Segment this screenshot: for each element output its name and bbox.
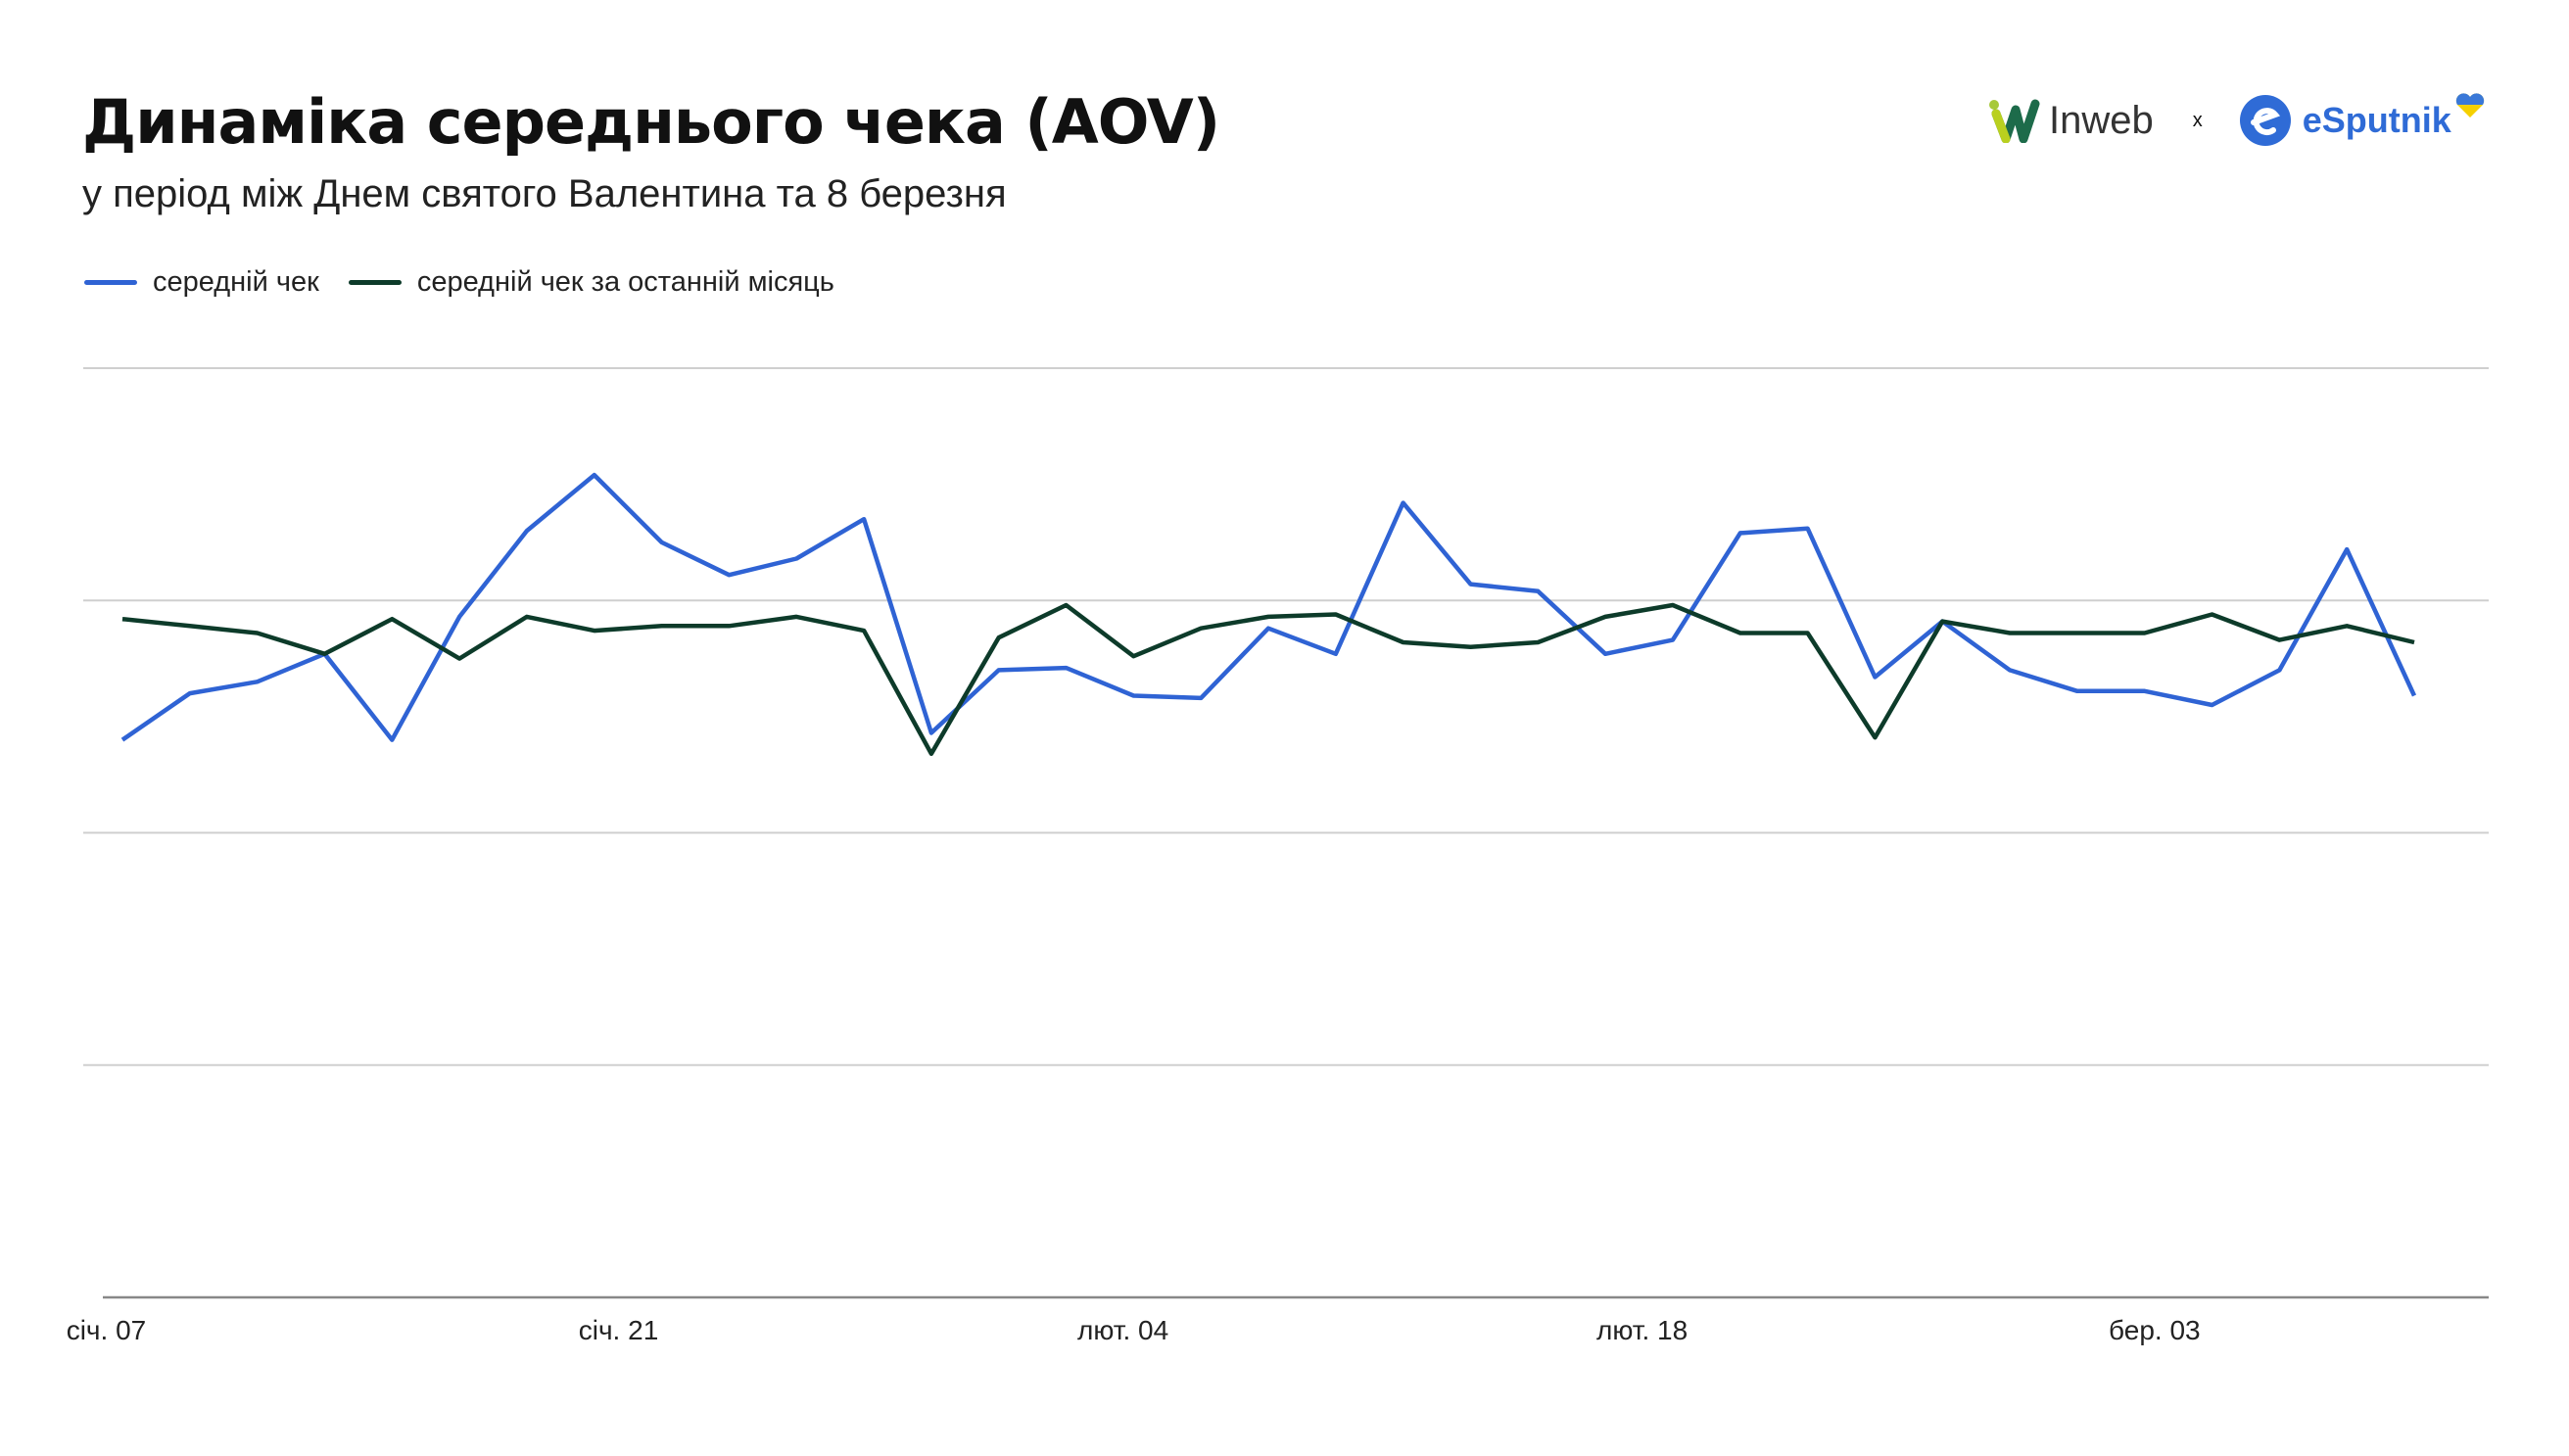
legend-label-aov-month: середній чек за останній місяць	[416, 266, 834, 298]
legend-swatch-aov	[84, 280, 137, 285]
logos: Inweb x eSputnik	[1988, 93, 2485, 148]
x-tick-label: лют. 18	[1596, 1315, 1688, 1345]
legend-item-aov: середній чек	[84, 266, 319, 299]
x-tick-label: лют. 04	[1077, 1315, 1168, 1345]
chart-title: Динаміка середнього чека (AOV)	[82, 86, 1220, 158]
esputnik-e-icon	[2239, 95, 2291, 146]
legend: середній чек середній чек за останній мі…	[84, 266, 834, 299]
series-line-aov-month	[121, 602, 2415, 757]
legend-label-aov: середній чек	[153, 266, 319, 298]
logo-separator: x	[2192, 109, 2203, 131]
inweb-w-icon	[1989, 99, 2040, 143]
chart-subtitle: у період між Днем святого Валентина та 8…	[82, 172, 1007, 215]
inweb-logo: Inweb	[1988, 98, 2154, 143]
inweb-logo-text: Inweb	[2049, 98, 2154, 142]
legend-item-aov-month: середній чек за останній місяць	[348, 266, 834, 299]
x-tick-label: бер. 03	[2109, 1315, 2201, 1345]
x-tick-label: січ. 21	[579, 1315, 659, 1345]
ukraine-heart-icon	[2455, 93, 2484, 117]
series-line-aov	[120, 472, 2417, 742]
esputnik-logo: eSputnik	[2238, 93, 2485, 148]
x-tick-label: січ. 07	[67, 1315, 147, 1345]
esputnik-logo-text: eSputnik	[2302, 100, 2451, 140]
legend-swatch-aov-month	[348, 280, 402, 285]
